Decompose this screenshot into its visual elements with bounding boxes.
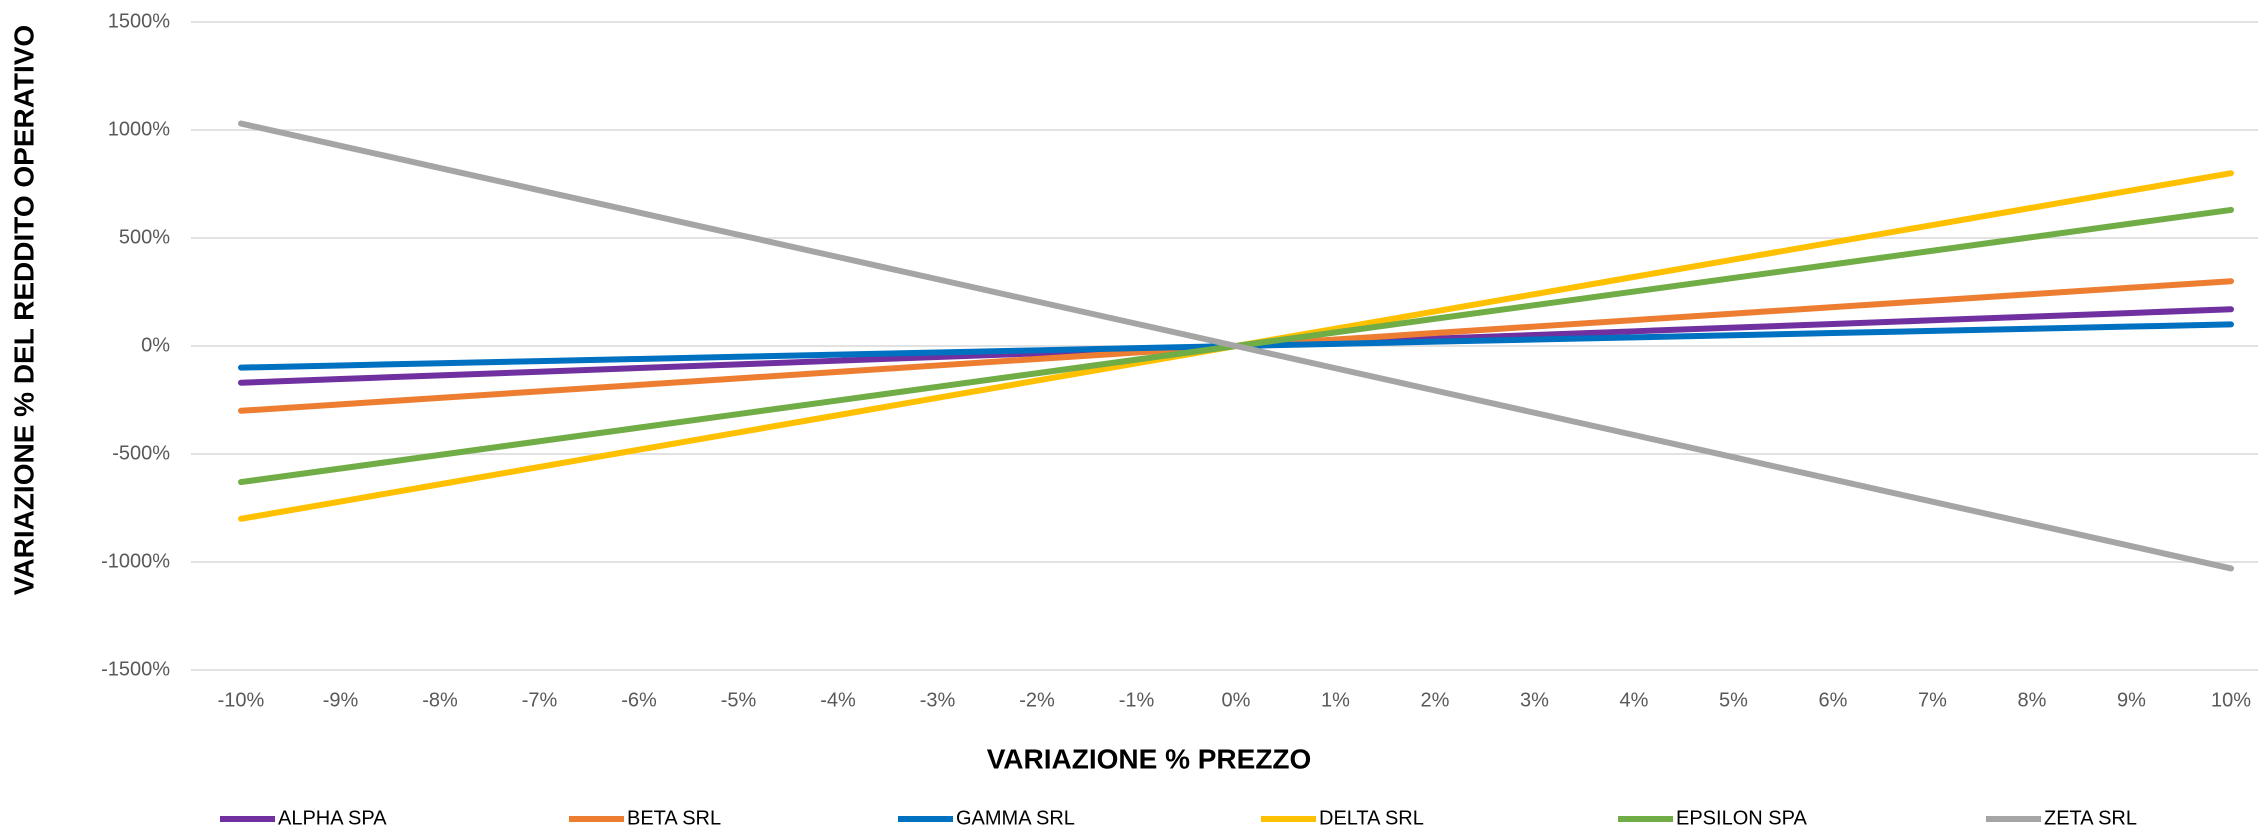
y-tick-label: -500% — [112, 442, 170, 464]
x-tick-label: 5% — [1719, 689, 1748, 711]
y-tick-label: 1000% — [108, 118, 170, 140]
x-tick-label: -9% — [323, 689, 359, 711]
x-tick-label: 3% — [1520, 689, 1549, 711]
x-tick-label: 10% — [2211, 689, 2251, 711]
legend-label: EPSILON SPA — [1676, 807, 1807, 829]
x-tick-label: 8% — [2018, 689, 2047, 711]
legend-label: BETA SRL — [627, 807, 721, 829]
y-tick-label: 0% — [141, 334, 170, 356]
x-tick-label: -10% — [218, 689, 265, 711]
x-tick-label: 7% — [1918, 689, 1947, 711]
y-tick-label: -1500% — [101, 658, 170, 680]
x-tick-label: -8% — [422, 689, 458, 711]
x-tick-label: -4% — [820, 689, 856, 711]
x-tick-label: 0% — [1222, 689, 1251, 711]
x-tick-label: 1% — [1321, 689, 1350, 711]
x-tick-label: -3% — [920, 689, 956, 711]
x-tick-label: 2% — [1421, 689, 1450, 711]
x-tick-label: -1% — [1119, 689, 1155, 711]
y-axis-title: VARIAZIONE % DEL REDDITO OPERATIVO — [8, 25, 39, 595]
x-tick-label: -2% — [1019, 689, 1055, 711]
y-tick-label: -1000% — [101, 550, 170, 572]
x-tick-label: 9% — [2117, 689, 2146, 711]
y-tick-label: 500% — [119, 226, 170, 248]
legend-label: GAMMA SRL — [956, 807, 1075, 829]
x-tick-label: 6% — [1819, 689, 1848, 711]
x-tick-label: -6% — [621, 689, 657, 711]
y-tick-label: 1500% — [108, 10, 170, 32]
legend-label: DELTA SRL — [1319, 807, 1424, 829]
legend-label: ZETA SRL — [2044, 807, 2137, 829]
x-tick-label: 4% — [1620, 689, 1649, 711]
x-tick-label: -5% — [721, 689, 757, 711]
x-axis-title: VARIAZIONE % PREZZO — [987, 743, 1312, 774]
legend-label: ALPHA SPA — [278, 807, 387, 829]
x-tick-label: -7% — [522, 689, 558, 711]
series-line — [238, 120, 2234, 572]
